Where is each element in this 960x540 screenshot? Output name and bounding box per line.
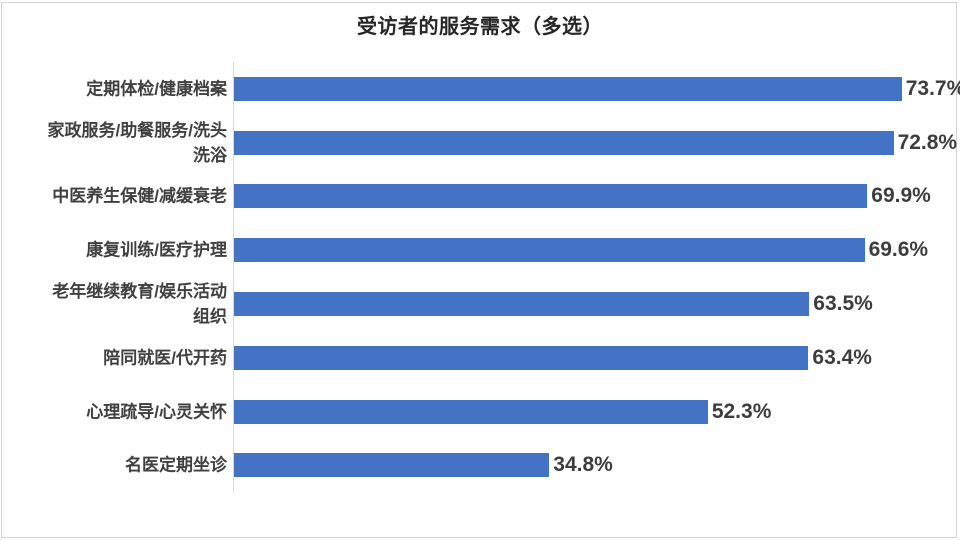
bar bbox=[234, 130, 894, 155]
bar bbox=[234, 399, 708, 424]
value-label: 34.8% bbox=[553, 453, 613, 477]
value-label: 69.6% bbox=[868, 238, 929, 262]
chart-row: 名医定期坐诊 34.8% bbox=[0, 439, 960, 493]
bar bbox=[234, 238, 865, 263]
value-label: 73.7% bbox=[905, 76, 960, 100]
category-label: 定期体检/健康档案 bbox=[86, 79, 227, 99]
category-label: 心理疏导/心灵关怀 bbox=[86, 402, 227, 422]
bar bbox=[234, 184, 868, 209]
chart-row: 心理疏导/心灵关怀 52.3% bbox=[0, 385, 960, 439]
y-axis-line bbox=[233, 62, 234, 492]
chart-row: 中医养生保健/减缓衰老 69.9% bbox=[0, 170, 960, 224]
category-label: 名医定期坐诊 bbox=[125, 455, 227, 475]
value-label: 69.9% bbox=[871, 184, 931, 208]
bar bbox=[234, 453, 550, 478]
chart-row: 老年继续教育/娱乐活动 组织 63.5% bbox=[0, 277, 960, 331]
category-label: 康复训练/医疗护理 bbox=[86, 240, 227, 260]
category-label: 老年继续教育/娱乐活动 组织 bbox=[52, 282, 227, 327]
value-label: 52.3% bbox=[711, 399, 772, 423]
chart-row: 康复训练/医疗护理 69.6% bbox=[0, 223, 960, 277]
chart-title: 受访者的服务需求（多选） bbox=[357, 16, 603, 38]
value-label: 63.5% bbox=[813, 292, 873, 316]
bar bbox=[234, 345, 809, 370]
chart-row: 家政服务/助餐服务/洗头 洗浴 72.8% bbox=[0, 116, 960, 170]
value-label: 72.8% bbox=[897, 130, 958, 154]
bar bbox=[234, 76, 902, 101]
bar bbox=[234, 292, 810, 317]
value-label: 63.4% bbox=[812, 345, 872, 369]
category-label: 陪同就医/代开药 bbox=[103, 348, 227, 368]
chart-row: 陪同就医/代开药 63.4% bbox=[0, 331, 960, 385]
category-label: 中医养生保健/减缓衰老 bbox=[52, 186, 227, 206]
chart-row: 定期体检/健康档案 73.7% bbox=[0, 62, 960, 116]
category-label: 家政服务/助餐服务/洗头 洗浴 bbox=[47, 120, 227, 165]
